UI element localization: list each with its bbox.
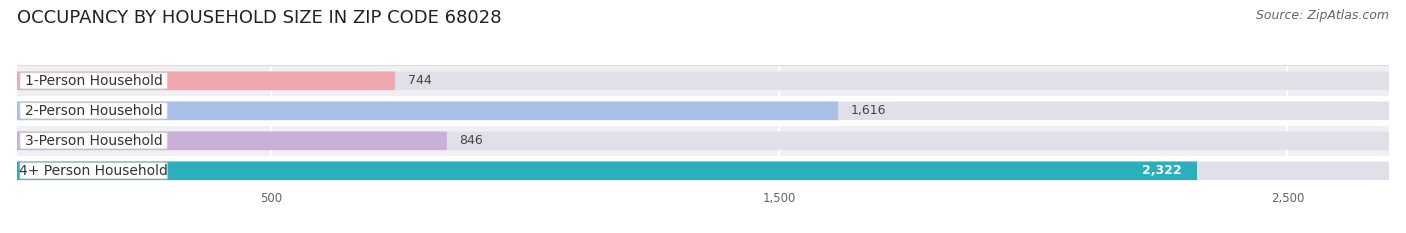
Text: 2,322: 2,322 bbox=[1142, 164, 1182, 177]
FancyBboxPatch shape bbox=[17, 72, 1389, 90]
Text: 2-Person Household: 2-Person Household bbox=[25, 104, 163, 118]
Bar bbox=[17, 96, 1389, 126]
FancyBboxPatch shape bbox=[17, 72, 395, 90]
FancyBboxPatch shape bbox=[17, 102, 1389, 120]
Text: 1,616: 1,616 bbox=[851, 104, 886, 117]
FancyBboxPatch shape bbox=[20, 163, 167, 179]
Text: Source: ZipAtlas.com: Source: ZipAtlas.com bbox=[1256, 9, 1389, 22]
FancyBboxPatch shape bbox=[17, 131, 447, 150]
FancyBboxPatch shape bbox=[17, 161, 1389, 180]
Text: 744: 744 bbox=[408, 74, 432, 87]
FancyBboxPatch shape bbox=[17, 161, 1197, 180]
Bar bbox=[17, 126, 1389, 156]
Bar bbox=[17, 66, 1389, 96]
Text: 4+ Person Household: 4+ Person Household bbox=[20, 164, 169, 178]
FancyBboxPatch shape bbox=[17, 102, 838, 120]
FancyBboxPatch shape bbox=[17, 131, 1389, 150]
FancyBboxPatch shape bbox=[20, 73, 167, 89]
Text: 3-Person Household: 3-Person Household bbox=[25, 134, 163, 148]
Text: 846: 846 bbox=[460, 134, 484, 147]
FancyBboxPatch shape bbox=[20, 103, 167, 119]
Text: OCCUPANCY BY HOUSEHOLD SIZE IN ZIP CODE 68028: OCCUPANCY BY HOUSEHOLD SIZE IN ZIP CODE … bbox=[17, 9, 502, 27]
FancyBboxPatch shape bbox=[20, 133, 167, 149]
Text: 1-Person Household: 1-Person Household bbox=[25, 74, 163, 88]
Bar bbox=[17, 156, 1389, 186]
